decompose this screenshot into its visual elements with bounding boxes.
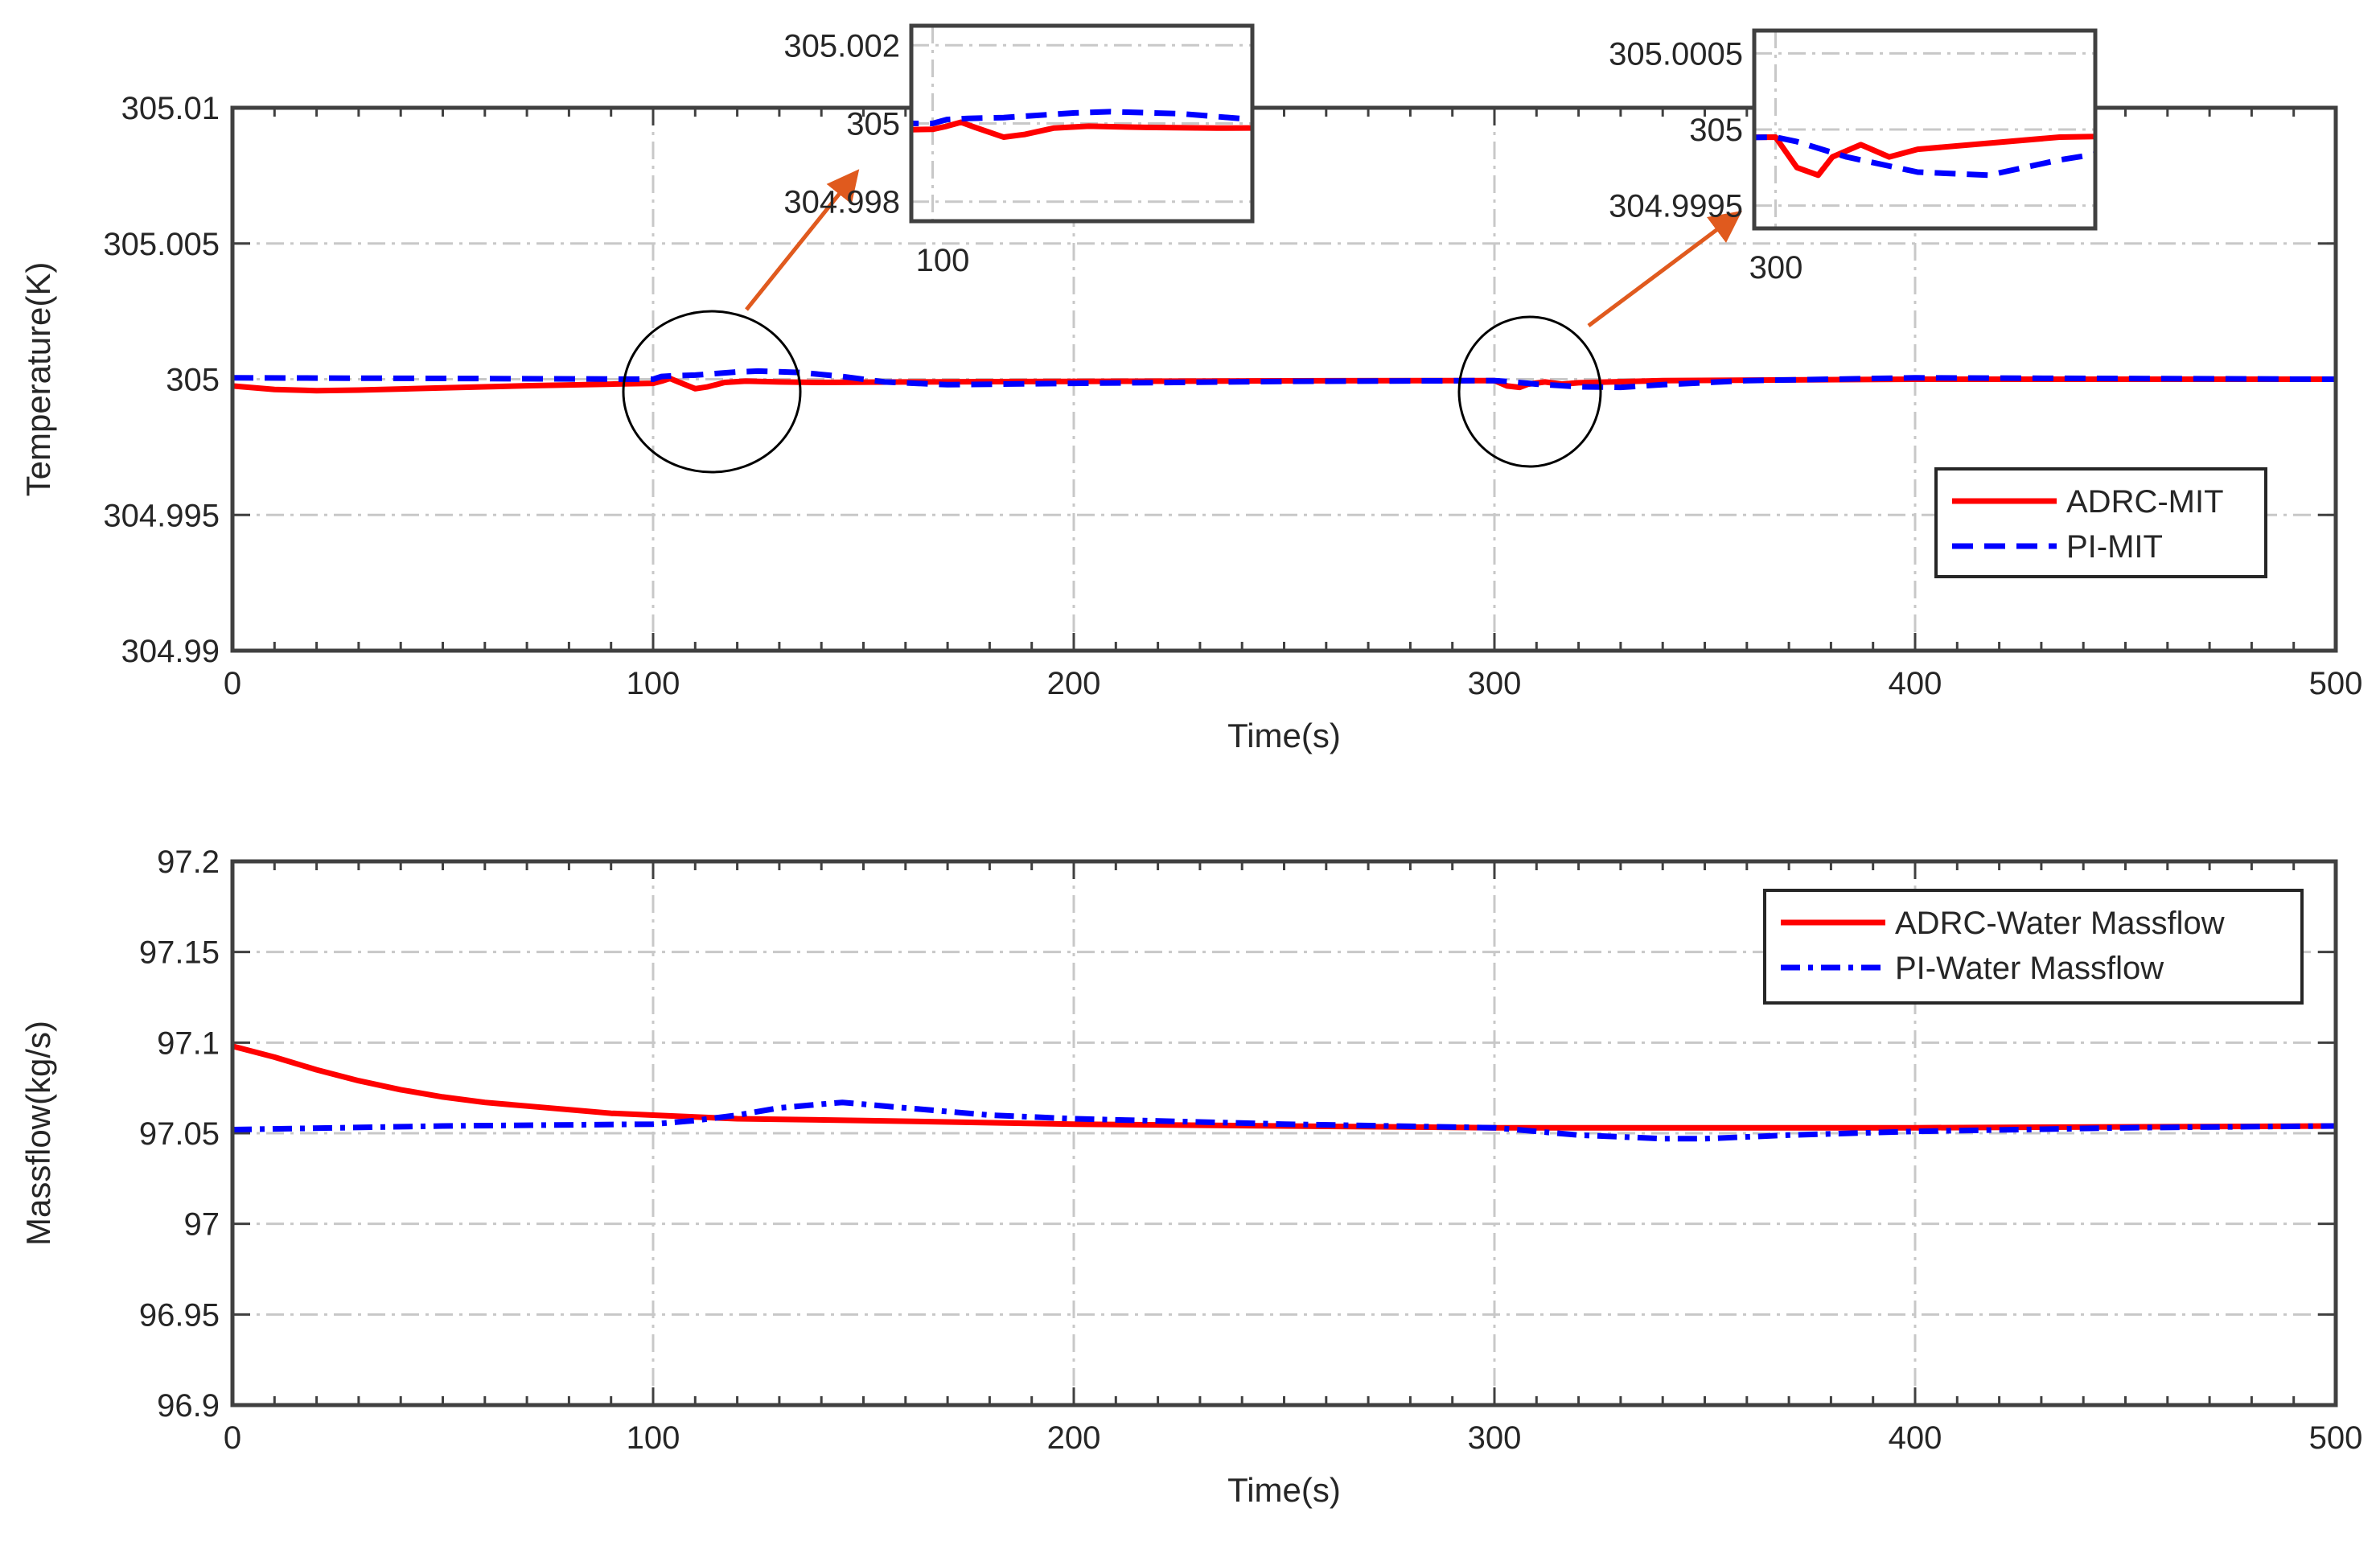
zoom-arrow-2 (1587, 211, 1743, 328)
x-tick-label: 200 (1047, 1420, 1101, 1456)
inset-frame (909, 23, 1255, 224)
y-tick-label: 96.9 (157, 1388, 220, 1424)
y-tick-label: 304.99 (121, 634, 220, 669)
x-tick-label: 0 (224, 1420, 241, 1456)
inset-y-tick-label: 305.0005 (1609, 36, 1743, 72)
inset-series-line-adrc (911, 119, 1252, 140)
inset-series-group (1754, 134, 2095, 179)
massflow-panel: 0 100 200 300 400 500 96.9 96.95 97 97.05 97.1 97.1… (19, 844, 2362, 1509)
x-tick-label: 0 (224, 666, 241, 701)
legend-label-adrc: ADRC-MIT (2066, 484, 2224, 520)
series-line-adrc (232, 376, 2336, 394)
legend-box (1934, 467, 2267, 578)
x-tick-label: 100 (627, 1420, 680, 1456)
y-tick-label: 97.15 (139, 935, 220, 971)
y-tick-label: 97.1 (157, 1025, 220, 1061)
inset-series-line-pi (1754, 134, 2095, 179)
x-tick-label: 200 (1047, 666, 1101, 701)
y-axis-label: Massflow(kg/s) (19, 1021, 57, 1246)
axes-frame (230, 859, 2338, 1407)
zoom-arrow-1 (745, 169, 860, 311)
y-tick-label: 97 (184, 1207, 220, 1243)
y-tick-label: 305 (166, 363, 220, 398)
inset-1: 304.998 305 305.002 100 (783, 23, 1255, 278)
y-tick-label: 305.005 (103, 227, 220, 262)
zoom-circle-1 (622, 310, 802, 474)
inset-series-line-adrc (1754, 134, 2095, 179)
axes-frame (230, 105, 2338, 653)
zoom-insets: 304.998305305.002100304.9995305305.00053… (783, 23, 2098, 286)
inset-y-tick-label: 305.002 (783, 28, 900, 64)
inset-y-tick-label: 305 (1689, 113, 1743, 148)
y-tick-label: 97.2 (157, 844, 220, 880)
legend-label-adrc: ADRC-Water Massflow (1895, 906, 2225, 941)
y-tick-label: 305.01 (121, 91, 220, 126)
y-tick-label: 304.995 (103, 498, 220, 533)
y-axis-label: Temperature(K) (19, 262, 57, 497)
y-tick-label: 96.95 (139, 1297, 220, 1333)
legend-label-pi: PI-Water Massflow (1895, 951, 2164, 986)
x-tick-label: 400 (1889, 1420, 1942, 1456)
legend-label-pi: PI-MIT (2066, 529, 2163, 565)
inset-y-tick-label: 304.998 (783, 185, 900, 220)
series-line-pi (232, 1099, 2337, 1142)
x-tick-label: 500 (2309, 1420, 2363, 1456)
zoom-annotations (622, 169, 1743, 474)
x-tick-label: 100 (627, 666, 680, 701)
inset-frame (1752, 28, 2098, 231)
x-tick-label: 500 (2309, 666, 2363, 701)
x-tick-label: 300 (1468, 1420, 1522, 1456)
inset-series-group (911, 109, 1252, 140)
zoom-circle-2 (1457, 315, 1602, 468)
x-tick-label: 400 (1889, 666, 1942, 701)
x-tick-label: 300 (1468, 666, 1522, 701)
y-tick-label: 97.05 (139, 1116, 220, 1152)
inset-y-tick-label: 305 (846, 107, 900, 142)
inset-x-tick-label: 300 (1749, 250, 1803, 286)
x-axis-label: Time(s) (1227, 1471, 1341, 1509)
legend-box (1763, 889, 2304, 1005)
series-line-pi (232, 368, 2337, 391)
inset-y-tick-label: 304.9995 (1609, 189, 1743, 224)
inset-x-tick-label: 100 (916, 243, 970, 278)
x-axis-label: Time(s) (1227, 717, 1341, 754)
inset-2: 304.9995 305 305.0005 300 (1609, 28, 2098, 286)
